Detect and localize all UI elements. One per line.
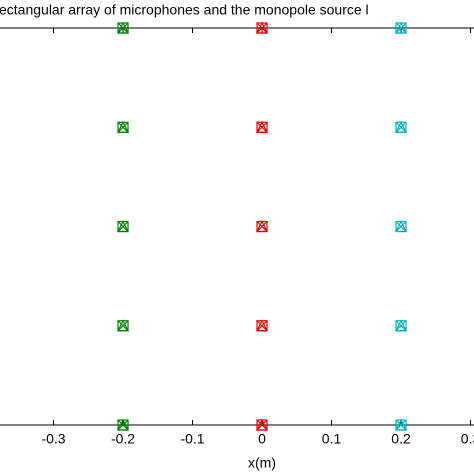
microphone-marker [395,120,407,133]
microphone-marker [117,120,129,133]
marker-triangle [256,120,268,133]
marker-cross [256,419,268,431]
microphone-marker [256,120,268,133]
microphone-marker [256,319,268,332]
microphone-marker [395,319,407,332]
x-tick-label: 0.2 [391,431,411,447]
marker-cross [256,320,268,332]
x-tick-label: -0.2 [111,431,135,447]
x-axis-label: x(m) [248,455,276,471]
marker-cross [117,419,129,431]
marker-cross [256,121,268,133]
x-tick-label: 0.3 [461,431,474,447]
marker-cross [395,320,407,332]
x-tick-label: 0.1 [322,431,342,447]
marker-cross [395,419,407,431]
marker-cross [256,221,268,232]
marker-cross [256,22,268,34]
marker-triangle [117,418,129,431]
marker-cross [117,22,129,34]
microphone-marker [256,21,268,34]
marker-triangle [395,21,407,34]
microphone-marker [395,220,407,233]
marker-triangle [117,220,129,233]
marker-triangle [395,120,407,133]
chart-title: ectangular array of microphones and the … [0,2,369,18]
marker-triangle [395,319,407,332]
marker-triangle [256,220,268,233]
x-tick-label: -0.3 [41,431,65,447]
marker-triangle [117,21,129,34]
x-tick-label: 0 [258,431,266,447]
marker-cross [395,22,407,34]
microphone-marker [256,418,268,431]
marker-triangle [256,418,268,431]
marker-cross [117,320,129,332]
marker-triangle [256,319,268,332]
marker-triangle [117,120,129,133]
microphone-marker [117,418,129,431]
marker-triangle [395,220,407,233]
microphone-marker [117,21,129,34]
microphone-marker [256,220,268,233]
marker-cross [395,121,407,133]
microphone-marker [395,418,407,431]
microphone-marker [117,319,129,332]
microphone-marker [395,21,407,34]
microphone-marker [117,220,129,233]
marker-cross [395,221,407,232]
marker-triangle [395,418,407,431]
marker-triangle [117,319,129,332]
marker-cross [117,121,129,133]
marker-cross [117,221,129,232]
marker-triangle [256,21,268,34]
x-tick-label: -0.1 [180,431,204,447]
